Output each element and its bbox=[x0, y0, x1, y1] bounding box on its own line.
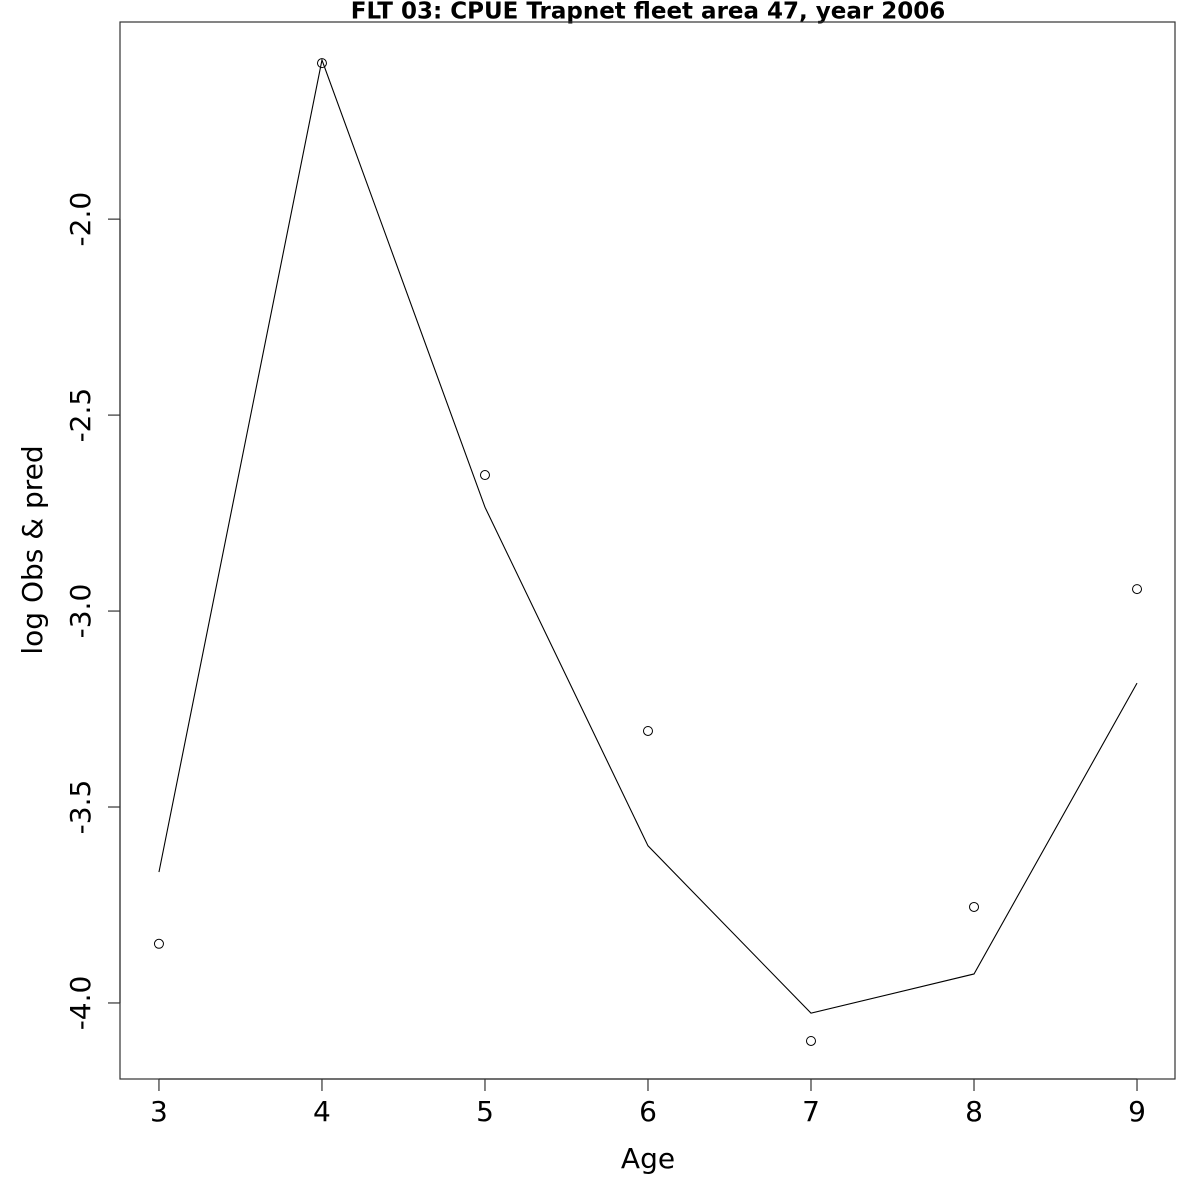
x-tick-label: 6 bbox=[639, 1095, 657, 1128]
observed-point bbox=[642, 725, 653, 736]
observed-point bbox=[805, 1035, 816, 1046]
x-tick-label: 7 bbox=[802, 1095, 820, 1128]
x-tick-label: 5 bbox=[476, 1095, 494, 1128]
observed-point bbox=[1132, 584, 1143, 595]
y-axis-label: log Obs & pred bbox=[16, 445, 49, 654]
x-tick-label: 8 bbox=[965, 1095, 983, 1128]
observed-point bbox=[969, 901, 980, 912]
y-tick-label: -4.0 bbox=[64, 976, 97, 1031]
x-tick-label: 4 bbox=[313, 1095, 331, 1128]
x-tick-label: 3 bbox=[150, 1095, 168, 1128]
y-tick-label: -3.5 bbox=[64, 780, 97, 835]
y-tick-label: -3.0 bbox=[64, 584, 97, 639]
x-tick-label: 9 bbox=[1128, 1095, 1146, 1128]
chart-title: FLT 03: CPUE Trapnet fleet area 47, year… bbox=[351, 0, 946, 25]
y-tick-label: -2.5 bbox=[64, 388, 97, 443]
x-axis-label: Age bbox=[621, 1142, 675, 1175]
observed-point bbox=[479, 470, 490, 481]
y-tick-label: -2.0 bbox=[64, 192, 97, 247]
predicted-line bbox=[158, 57, 1138, 1014]
observed-point bbox=[153, 938, 164, 949]
